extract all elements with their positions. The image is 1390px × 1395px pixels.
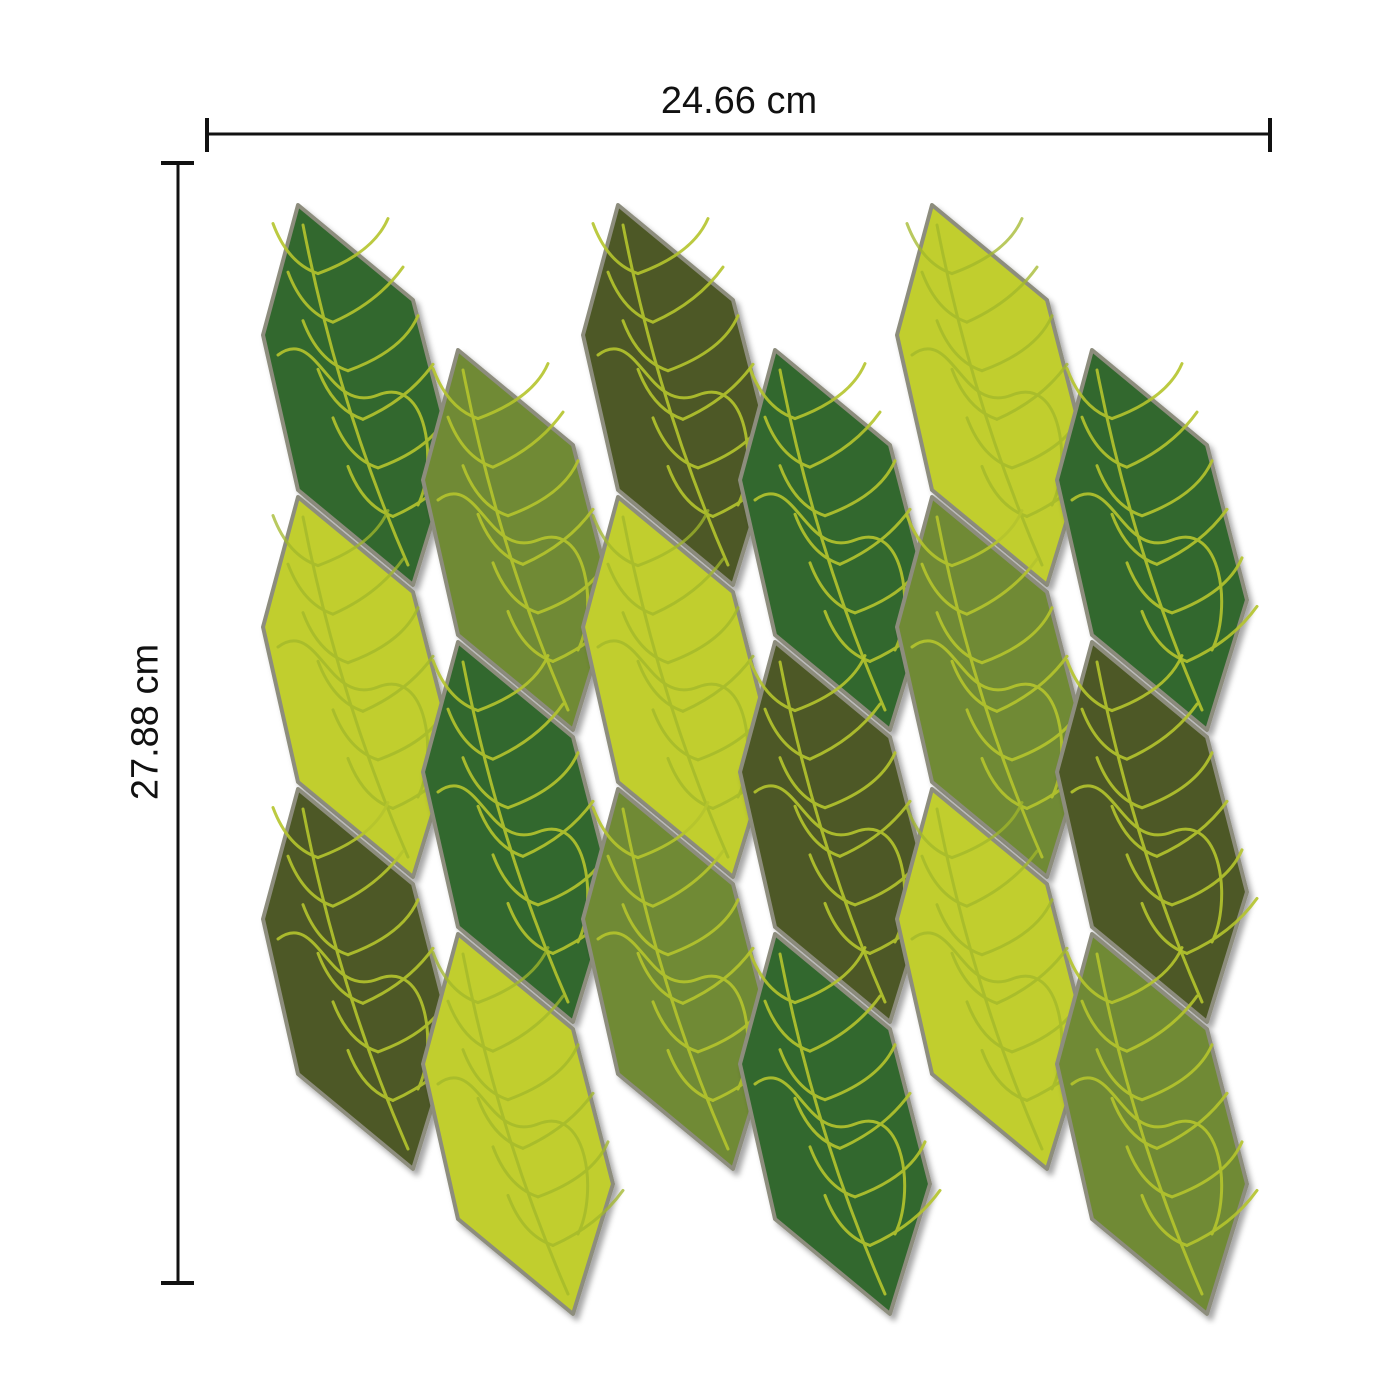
leaf-tile-grid (261, 203, 1259, 1316)
leaf-tile (421, 640, 625, 1024)
leaf-tile (895, 787, 1099, 1171)
width-dimension-line (205, 118, 1272, 152)
leaf-tile (421, 348, 625, 732)
leaf-vein-pattern (1065, 946, 1259, 1296)
leaf-tile (1055, 932, 1259, 1316)
leaf-tile (1055, 640, 1259, 1024)
leaf-vein-pattern (905, 801, 1099, 1151)
height-dimension-line (161, 161, 194, 1285)
leaf-tile (581, 495, 785, 879)
leaf-tile (261, 203, 465, 587)
leaf-vein-pattern (271, 217, 465, 567)
leaf-vein-pattern (1065, 654, 1259, 1004)
leaf-vein-pattern (431, 946, 625, 1296)
leaf-vein-pattern (591, 217, 785, 567)
width-dimension-label: 24.66 cm (660, 80, 818, 122)
leaf-tile (1055, 348, 1259, 732)
leaf-vein-pattern (591, 509, 785, 859)
leaf-vein-pattern (748, 946, 942, 1296)
leaf-tile (421, 932, 625, 1316)
leaf-tile (581, 787, 785, 1171)
leaf-tile (261, 495, 465, 879)
height-dimension-label: 27.88 cm (124, 643, 167, 801)
leaf-tile (581, 203, 785, 587)
leaf-tile (738, 932, 942, 1316)
leaf-vein-pattern (1065, 362, 1259, 712)
